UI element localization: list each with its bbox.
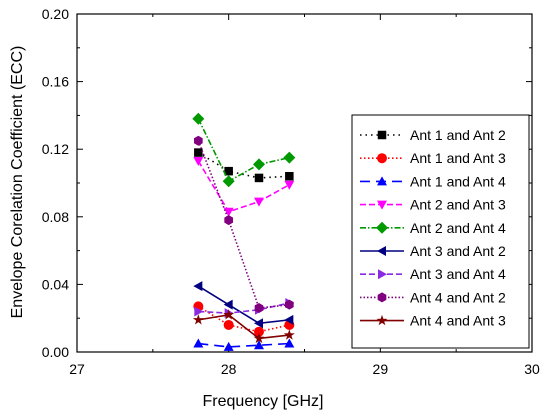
series-1 — [194, 148, 294, 183]
axes: 27 28 29 30 0.00 0.04 0.08 0.12 0.16 0.20 — [42, 6, 540, 377]
x-tick-label: 28 — [221, 361, 237, 377]
data-point — [193, 338, 204, 348]
series-line — [197, 140, 290, 309]
y-tick-label: 0.16 — [42, 74, 69, 90]
series-2 — [193, 301, 295, 337]
data-point — [283, 151, 296, 164]
legend-entry: Ant 2 and Ant 3 — [360, 197, 506, 213]
legend-marker — [377, 292, 387, 303]
series-6 — [193, 281, 294, 329]
legend-marker — [377, 130, 387, 140]
data-point — [283, 329, 295, 340]
series-line — [197, 305, 290, 333]
data-point — [253, 332, 265, 344]
legend-label: Ant 1 and Ant 3 — [410, 150, 506, 166]
data-point — [285, 171, 294, 181]
x-tick-label: 29 — [373, 361, 389, 377]
legend-marker — [376, 221, 388, 234]
data-point — [253, 158, 265, 171]
series-line — [198, 313, 290, 340]
legend-label: Ant 1 and Ant 2 — [410, 127, 506, 143]
data-point — [223, 319, 234, 330]
data-point — [194, 306, 204, 317]
legend-marker — [377, 153, 387, 164]
legend-label: Ant 1 and Ant 4 — [410, 173, 506, 189]
legend-entry: Ant 1 and Ant 3 — [360, 150, 506, 166]
data-point — [254, 326, 264, 337]
y-tick-label: 0.04 — [42, 276, 69, 292]
legend-marker — [378, 269, 387, 280]
data-point — [224, 215, 233, 226]
legend: Ant 1 and Ant 2 Ant 1 and Ant 3 Ant 1 and … — [351, 114, 530, 349]
series-line — [197, 118, 290, 183]
legend-label: Ant 2 and Ant 4 — [410, 220, 506, 236]
legend-entry: Ant 4 and Ant 2 — [360, 289, 506, 305]
x-tick-label: 30 — [524, 361, 540, 377]
data-point — [223, 299, 233, 310]
data-point — [193, 281, 203, 292]
series-9 — [192, 309, 295, 344]
legend-entry: Ant 2 and Ant 4 — [360, 220, 506, 236]
data-point — [193, 157, 204, 167]
legend-label: Ant 4 and Ant 2 — [410, 289, 506, 305]
legend-label: Ant 4 and Ant 3 — [410, 313, 506, 329]
data-point — [194, 135, 203, 146]
data-point — [284, 314, 294, 325]
data-point — [254, 340, 264, 350]
y-tick-label: 0.12 — [42, 141, 69, 157]
data-point — [254, 303, 264, 314]
legend-entry: Ant 1 and Ant 2 — [360, 127, 506, 143]
series-line — [197, 151, 290, 179]
data-point — [284, 180, 295, 190]
legend-entry: Ant 1 and Ant 4 — [360, 173, 506, 189]
legend-entry: Ant 4 and Ant 3 — [360, 313, 506, 329]
data-point — [222, 175, 235, 188]
series-line — [198, 342, 290, 348]
data-point — [192, 112, 205, 125]
legend-marker — [377, 200, 387, 210]
y-axis-title: Envelope Corelation Coefficient (ECC) — [9, 46, 26, 319]
data-point — [223, 341, 234, 351]
data-point — [254, 197, 264, 207]
legend-label: Ant 2 and Ant 3 — [410, 197, 506, 213]
x-tick-label: 27 — [69, 361, 85, 377]
data-point — [254, 318, 263, 329]
y-tick-label: 0.08 — [42, 209, 69, 225]
legend-marker — [377, 246, 386, 256]
y-tick-label: 0.00 — [42, 344, 69, 360]
series-line — [197, 285, 290, 325]
series-layer — [192, 112, 296, 351]
legend-entry: Ant 3 and Ant 2 — [360, 243, 506, 259]
data-point — [223, 309, 235, 320]
legend-label: Ant 3 and Ant 4 — [410, 266, 506, 282]
y-tick-label: 0.20 — [42, 6, 69, 22]
x-axis-title: Frequency [GHz] — [203, 393, 324, 410]
data-point — [223, 207, 234, 217]
series-line — [198, 302, 290, 314]
legend-label: Ant 3 and Ant 2 — [410, 243, 506, 259]
legend-entry: Ant 3 and Ant 4 — [360, 266, 506, 282]
data-point — [284, 338, 295, 348]
data-point — [194, 148, 203, 157]
data-point — [254, 173, 264, 183]
data-point — [192, 314, 204, 325]
legend-marker — [377, 176, 387, 186]
data-point — [285, 299, 294, 310]
series-4 — [193, 157, 295, 217]
series-8 — [194, 135, 294, 314]
series-line — [197, 160, 290, 213]
series-5 — [192, 112, 296, 188]
legend-marker — [376, 314, 388, 326]
series-3 — [193, 338, 295, 351]
data-point — [224, 166, 233, 176]
